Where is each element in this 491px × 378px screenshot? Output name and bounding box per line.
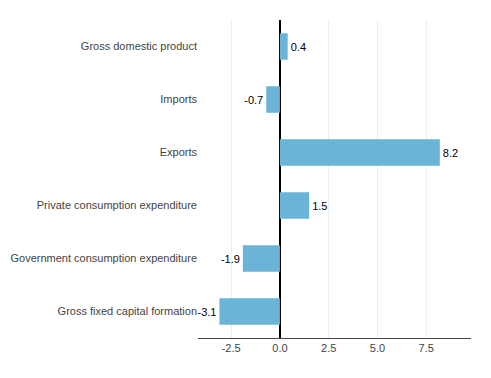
svg-text:7.5: 7.5 <box>419 342 434 354</box>
svg-text:5.0: 5.0 <box>370 342 385 354</box>
svg-text:-2.5: -2.5 <box>222 342 241 354</box>
svg-text:-1.9: -1.9 <box>221 253 240 265</box>
svg-text:2.5: 2.5 <box>321 342 336 354</box>
svg-text:Private consumption expenditur: Private consumption expenditure <box>37 199 197 211</box>
svg-text:Gross fixed capital formation: Gross fixed capital formation <box>58 305 197 317</box>
svg-text:0.4: 0.4 <box>291 41 306 53</box>
svg-text:-0.7: -0.7 <box>244 94 263 106</box>
svg-text:Government consumption expendi: Government consumption expenditure <box>11 252 198 264</box>
svg-text:1.5: 1.5 <box>312 200 327 212</box>
svg-text:Gross domestic product: Gross domestic product <box>81 40 197 52</box>
svg-text:Imports: Imports <box>160 93 197 105</box>
svg-text:-3.1: -3.1 <box>197 306 216 318</box>
svg-text:Exports: Exports <box>160 146 198 158</box>
svg-text:0.0: 0.0 <box>272 342 287 354</box>
svg-text:8.2: 8.2 <box>443 147 458 159</box>
